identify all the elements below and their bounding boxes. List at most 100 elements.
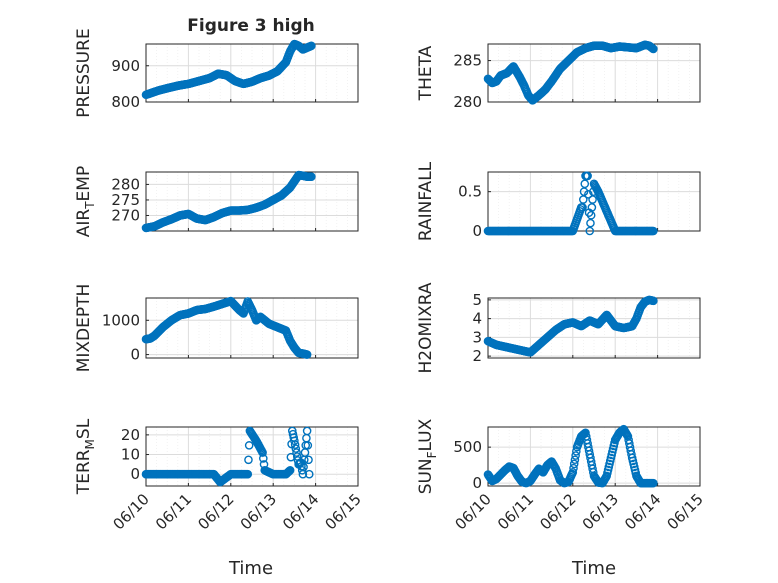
y-tick-label: 900 — [111, 57, 140, 75]
x-tick-label: 06/12 — [194, 490, 237, 533]
y-tick-label: 800 — [111, 93, 140, 111]
data-point — [570, 455, 580, 465]
x-tick-label: 06/15 — [322, 490, 365, 533]
data-series — [141, 39, 316, 100]
y-tick-label: 3 — [472, 328, 482, 346]
y-axis-label: PRESSURE — [74, 28, 94, 117]
x-tick-label: 06/11 — [152, 490, 195, 533]
data-series — [483, 40, 658, 105]
y-axis-label: THETA — [416, 45, 436, 101]
data-point — [307, 172, 316, 181]
y-tick-label: 10 — [121, 446, 140, 464]
y-axis-label: H2OMIXRA — [416, 282, 436, 373]
data-point — [290, 436, 299, 446]
axes-box — [145, 426, 359, 487]
figure-title: Figure 3 high — [187, 16, 315, 36]
data-point — [578, 195, 588, 204]
x-tick-label: 06/12 — [536, 490, 579, 533]
y-tick-label: 0 — [472, 474, 482, 492]
y-tick-label: 280 — [111, 175, 140, 193]
data-point — [585, 226, 595, 236]
y-axis-label: AIRTEMP — [74, 166, 97, 237]
data-point — [649, 226, 658, 236]
y-tick-label: 5 — [472, 291, 482, 309]
axes-box — [487, 297, 701, 359]
data-point — [304, 455, 313, 465]
data-point — [568, 468, 578, 477]
x-tick-label: 06/13 — [579, 490, 622, 533]
x-tick-label: 06/15 — [664, 490, 707, 533]
data-point — [302, 433, 311, 443]
data-series — [141, 170, 316, 233]
x-axis-label-right: Time — [571, 558, 616, 579]
data-point — [286, 452, 296, 462]
data-point — [292, 448, 301, 457]
data-point — [586, 210, 596, 220]
x-tick-label: 06/10 — [452, 490, 495, 533]
data-series — [483, 424, 658, 488]
x-tick-label: 06/14 — [279, 490, 322, 533]
x-tick-label: 06/13 — [237, 490, 280, 533]
data-point — [569, 463, 578, 473]
data-point — [307, 41, 316, 51]
data-point — [285, 465, 295, 475]
data-point — [304, 469, 314, 479]
data-point — [244, 441, 254, 450]
axes-box — [145, 171, 359, 232]
data-point — [243, 469, 253, 479]
y-axis-label: SUNFLUX — [416, 418, 439, 494]
y-tick-label: 500 — [453, 438, 482, 456]
axes-box — [145, 43, 359, 103]
y-tick-label: 285 — [453, 52, 482, 70]
data-point — [584, 189, 593, 199]
y-tick-label: 1000 — [102, 311, 140, 329]
data-point — [290, 440, 300, 450]
data-point — [300, 448, 310, 457]
data-point — [583, 171, 592, 181]
data-point — [649, 296, 658, 306]
y-axis-label: RAINFALL — [416, 161, 436, 241]
data-point — [572, 447, 581, 456]
y-axis-label: MIXDEPTH — [74, 284, 94, 373]
x-axis-label-left: Time — [228, 558, 273, 579]
subplot-rainfall: 0 0.5 RAINFALL — [416, 161, 701, 241]
data-point — [580, 179, 590, 189]
data-series — [141, 426, 314, 487]
y-tick-label: 2 — [472, 347, 482, 365]
y-tick-label: 280 — [453, 93, 482, 111]
data-point — [587, 203, 597, 212]
data-point — [303, 441, 313, 450]
subplot-sunflux: 0 500 06/10 06/11 06/12 06/13 06/14 06/15 SUNFLU… — [416, 418, 707, 533]
x-tick-label: 06/10 — [110, 490, 153, 533]
axes-box — [145, 297, 359, 359]
y-tick-label: 0 — [472, 222, 482, 240]
data-point — [649, 44, 658, 54]
y-tick-label: 275 — [111, 191, 140, 209]
data-point — [649, 478, 658, 488]
data-series — [483, 171, 658, 236]
data-point — [571, 451, 580, 460]
axes-box — [487, 426, 701, 487]
data-point — [579, 187, 589, 196]
data-point — [258, 448, 267, 457]
data-point — [302, 426, 312, 436]
y-tick-label: 0 — [130, 346, 140, 364]
x-tick-label: 06/11 — [494, 490, 537, 533]
y-tick-label: 20 — [121, 426, 140, 444]
data-series — [483, 295, 658, 357]
y-tick-label: 4 — [472, 310, 482, 328]
subplot-mixdepth: 0 1000 MIXDEPTH — [74, 284, 359, 373]
data-point — [588, 195, 597, 204]
data-point — [259, 454, 268, 463]
x-tick-label: 06/14 — [621, 490, 664, 533]
subplot-terrmsl: 010 20 06/10 06/11 06/12 06/13 06/14 06/15 TERRM… — [74, 418, 365, 533]
data-series — [141, 296, 312, 359]
y-tick-label: 0 — [130, 465, 140, 483]
data-point — [578, 203, 587, 212]
data-point — [302, 350, 312, 359]
subplot-theta: 280 285 THETA — [416, 40, 701, 111]
data-point — [291, 444, 301, 453]
